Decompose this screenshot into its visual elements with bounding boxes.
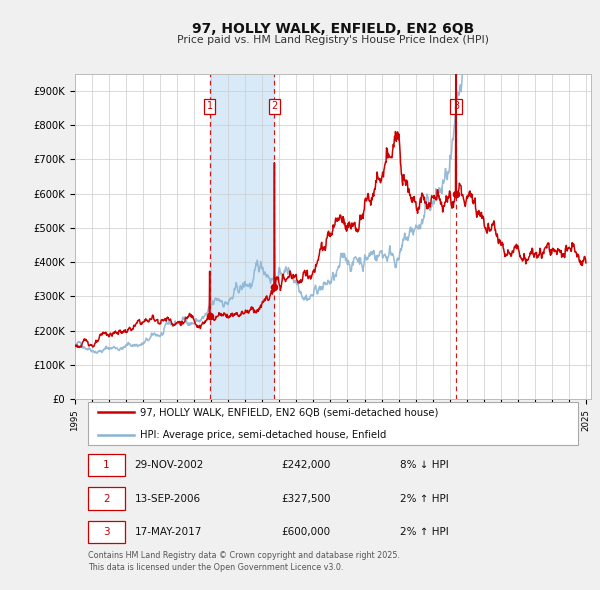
- Text: 13-SEP-2006: 13-SEP-2006: [134, 494, 200, 504]
- Text: 2: 2: [103, 494, 110, 504]
- Text: 2% ↑ HPI: 2% ↑ HPI: [400, 527, 449, 537]
- FancyBboxPatch shape: [88, 454, 125, 476]
- Text: 1: 1: [206, 101, 213, 112]
- Text: 17-MAY-2017: 17-MAY-2017: [134, 527, 202, 537]
- Text: 2% ↑ HPI: 2% ↑ HPI: [400, 494, 449, 504]
- Text: HPI: Average price, semi-detached house, Enfield: HPI: Average price, semi-detached house,…: [139, 430, 386, 440]
- Text: 29-NOV-2002: 29-NOV-2002: [134, 460, 204, 470]
- Text: Price paid vs. HM Land Registry's House Price Index (HPI): Price paid vs. HM Land Registry's House …: [177, 35, 489, 45]
- Text: 97, HOLLY WALK, ENFIELD, EN2 6QB (semi-detached house): 97, HOLLY WALK, ENFIELD, EN2 6QB (semi-d…: [139, 407, 438, 417]
- Text: 2: 2: [271, 101, 278, 112]
- Text: £327,500: £327,500: [281, 494, 331, 504]
- Text: £600,000: £600,000: [281, 527, 331, 537]
- Text: 97, HOLLY WALK, ENFIELD, EN2 6QB: 97, HOLLY WALK, ENFIELD, EN2 6QB: [192, 22, 474, 36]
- FancyBboxPatch shape: [88, 487, 125, 510]
- Text: 3: 3: [453, 101, 459, 112]
- Bar: [210, 74, 274, 399]
- Text: 3: 3: [103, 527, 110, 537]
- FancyBboxPatch shape: [88, 521, 125, 543]
- FancyBboxPatch shape: [88, 402, 578, 445]
- Text: Contains HM Land Registry data © Crown copyright and database right 2025.
This d: Contains HM Land Registry data © Crown c…: [88, 551, 400, 572]
- Text: 1: 1: [103, 460, 110, 470]
- Text: 8% ↓ HPI: 8% ↓ HPI: [400, 460, 449, 470]
- Text: £242,000: £242,000: [281, 460, 331, 470]
